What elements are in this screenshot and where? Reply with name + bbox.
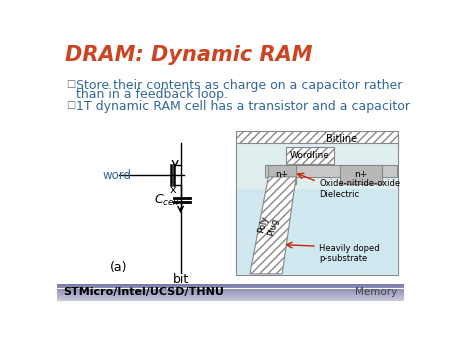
- Bar: [58, 297, 404, 298]
- Bar: [236, 131, 398, 147]
- Text: n+: n+: [275, 170, 289, 179]
- Text: Oxide-nitride-oxide
Dielectric: Oxide-nitride-oxide Dielectric: [319, 179, 400, 198]
- Bar: [58, 285, 404, 286]
- Bar: [58, 298, 404, 299]
- Bar: [58, 292, 404, 293]
- Bar: [58, 287, 404, 288]
- Bar: [58, 289, 404, 290]
- Bar: [58, 293, 404, 294]
- Text: 1T dynamic RAM cell has a transistor and a capacitor: 1T dynamic RAM cell has a transistor and…: [76, 100, 410, 113]
- Polygon shape: [250, 177, 296, 274]
- Text: $C_{cell}$: $C_{cell}$: [154, 193, 180, 208]
- Text: Wordline: Wordline: [290, 151, 330, 160]
- Bar: [58, 291, 404, 292]
- Text: Bitline: Bitline: [325, 134, 357, 144]
- Text: □: □: [67, 100, 76, 110]
- Bar: [58, 296, 404, 297]
- Bar: [58, 284, 404, 285]
- Bar: [268, 165, 296, 184]
- Bar: [58, 299, 404, 300]
- Bar: [58, 290, 404, 291]
- Text: than in a feedback loop.: than in a feedback loop.: [76, 88, 228, 101]
- Text: n+: n+: [355, 170, 368, 179]
- Bar: [286, 147, 334, 164]
- Text: x: x: [170, 185, 176, 195]
- Bar: [58, 288, 404, 289]
- Text: □: □: [67, 79, 76, 89]
- Text: (a): (a): [110, 261, 127, 274]
- Text: Memory: Memory: [356, 287, 398, 297]
- Text: STMicro/Intel/UCSD/THNU: STMicro/Intel/UCSD/THNU: [63, 287, 225, 297]
- Bar: [237, 189, 397, 275]
- Text: DRAM: Dynamic RAM: DRAM: Dynamic RAM: [65, 45, 313, 65]
- Bar: [58, 300, 404, 301]
- Text: bit: bit: [172, 273, 189, 286]
- Bar: [58, 294, 404, 295]
- Bar: [58, 286, 404, 287]
- Bar: [58, 295, 404, 296]
- Bar: [236, 143, 398, 275]
- Bar: [265, 165, 397, 177]
- Text: Heavily doped
p-substrate: Heavily doped p-substrate: [319, 244, 380, 263]
- Text: word: word: [102, 169, 131, 182]
- Bar: [340, 165, 382, 184]
- Text: Store their contents as charge on a capacitor rather: Store their contents as charge on a capa…: [76, 79, 402, 92]
- Text: Poly
Plug: Poly Plug: [256, 214, 280, 237]
